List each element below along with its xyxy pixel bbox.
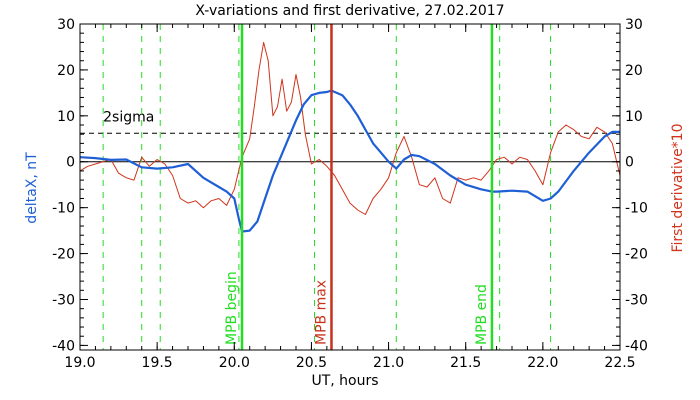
plot-area: 2sigma MPB begin MPB max MPB end 19.0 19.5 20.… xyxy=(52,17,648,371)
y-tick-label-right: -10 xyxy=(625,201,648,217)
plot-frame xyxy=(79,23,621,351)
y-tick-label-right: -30 xyxy=(625,292,648,308)
x-tick-label: 19.5 xyxy=(142,355,173,371)
y-tick-label-left: -10 xyxy=(52,201,75,217)
y-tick-label-left: -30 xyxy=(52,292,75,308)
y-axis-label-left: deltaX, nT xyxy=(24,152,40,224)
derivative-line xyxy=(79,41,621,215)
y-tick-label-right: 20 xyxy=(625,63,643,79)
y-tick-label-left: 30 xyxy=(57,17,75,33)
y-tick-label-right: 30 xyxy=(625,17,643,33)
x-tick-label: 21.5 xyxy=(450,355,481,371)
x-tick-label: 19.0 xyxy=(64,355,95,371)
x-tick-label: 20.0 xyxy=(219,355,250,371)
y-tick-label-right: 0 xyxy=(625,155,634,171)
x-tick-label: 20.5 xyxy=(296,355,327,371)
y-tick-label-left: -20 xyxy=(52,247,75,263)
deltax-line xyxy=(79,89,620,233)
x-tick-label: 22.5 xyxy=(604,355,635,371)
x-axis-label: UT, hours xyxy=(311,373,378,389)
chart-title: X-variations and first derivative, 27.02… xyxy=(195,3,504,19)
mpb-end-label: MPB end xyxy=(474,284,490,345)
y-tick-label-left: 20 xyxy=(57,63,75,79)
sigma-label: 2sigma xyxy=(103,109,154,125)
y-tick-label-right: -40 xyxy=(625,338,648,354)
x-tick-label: 22.0 xyxy=(527,355,558,371)
y-tick-label-right: 10 xyxy=(625,109,643,125)
mpb-max-label: MPB max xyxy=(313,280,329,345)
y-tick-label-left: 10 xyxy=(57,109,75,125)
y-axis-label-right: First derivative*10 xyxy=(670,123,686,252)
y-tick-label-right: -20 xyxy=(625,247,648,263)
x-tick-label: 21.0 xyxy=(373,355,404,371)
y-tick-label-left: -40 xyxy=(52,338,75,354)
y-tick-label-left: 0 xyxy=(66,155,75,171)
mpb-begin-label: MPB begin xyxy=(224,271,240,345)
